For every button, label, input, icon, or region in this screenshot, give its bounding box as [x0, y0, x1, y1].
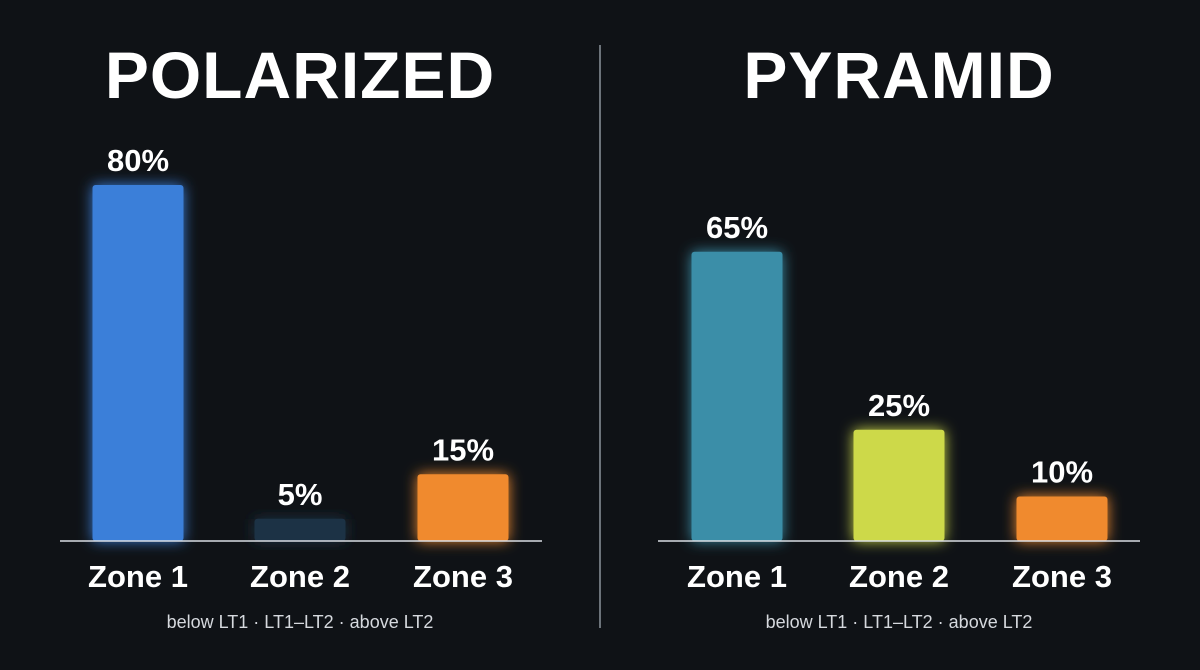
polarized-value-label-zone-3: 15%: [432, 432, 494, 467]
polarized-bars: [92, 185, 509, 541]
polarized-category-zone-1: Zone 1: [88, 559, 188, 594]
polarized-value-labels: 80% 5% 15%: [107, 143, 494, 512]
polarized-category-zone-2: Zone 2: [250, 559, 350, 594]
polarized-value-label-zone-2: 5%: [278, 477, 323, 512]
pyramid-value-label-zone-3: 10%: [1031, 455, 1093, 490]
polarized-caption: below LT1 · LT1–LT2 · above LT2: [167, 612, 434, 632]
pyramid-caption: below LT1 · LT1–LT2 · above LT2: [766, 612, 1033, 632]
pyramid-category-labels: Zone 1 Zone 2 Zone 3: [687, 559, 1112, 594]
polarized-category-labels: Zone 1 Zone 2 Zone 3: [88, 559, 513, 594]
polarized-panel: POLARIZED 80% 5% 15% Zone 1 Zone 2 Zone 3 be…: [60, 38, 542, 632]
pyramid-category-zone-3: Zone 3: [1012, 559, 1112, 594]
pyramid-panel: PYRAMID 65% 25% 10% Zone 1 Zone 2 Zone 3 bel…: [658, 38, 1140, 632]
pyramid-bars: [691, 251, 1108, 541]
pyramid-value-label-zone-2: 25%: [868, 388, 930, 423]
polarized-bar-zone-1: [92, 185, 184, 541]
polarized-value-label-zone-1: 80%: [107, 143, 169, 178]
pyramid-bar-zone-3: [1016, 496, 1108, 541]
polarized-bar-zone-2: [254, 518, 346, 541]
pyramid-value-label-zone-1: 65%: [706, 210, 768, 245]
pyramid-bar-zone-1: [691, 251, 783, 541]
pyramid-title: PYRAMID: [743, 38, 1054, 112]
pyramid-value-labels: 65% 25% 10%: [706, 210, 1093, 490]
polarized-title: POLARIZED: [105, 38, 495, 112]
pyramid-bar-zone-2: [853, 429, 945, 541]
pyramid-category-zone-2: Zone 2: [849, 559, 949, 594]
polarized-bar-zone-3: [417, 474, 509, 541]
pyramid-category-zone-1: Zone 1: [687, 559, 787, 594]
polarized-category-zone-3: Zone 3: [413, 559, 513, 594]
